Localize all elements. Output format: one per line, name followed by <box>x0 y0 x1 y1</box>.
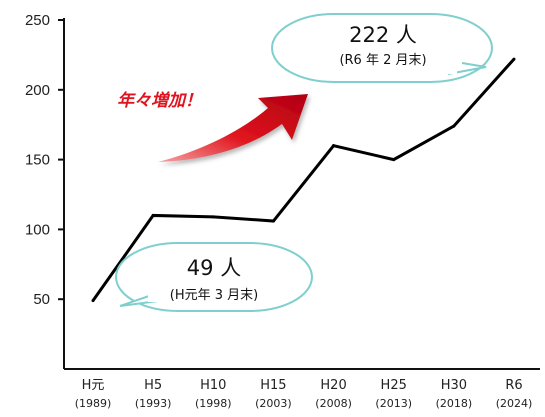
trend-label: 年々増加！ <box>117 91 202 111</box>
x-tick-year: (2013) <box>375 397 412 410</box>
series-line <box>91 58 516 302</box>
data-point <box>392 158 396 162</box>
callout-start: 49 人 (H元年 3 月末) <box>115 242 313 312</box>
x-tick-year: (1998) <box>195 397 232 410</box>
callout-end: 222 人 (R6 年 2 月末) <box>271 13 493 83</box>
callout-start-note: (H元年 3 月末) <box>170 288 258 303</box>
data-point <box>211 215 215 219</box>
x-tick-label: H10 <box>200 378 226 393</box>
y-tick-label: 250 <box>25 12 50 29</box>
data-point <box>452 124 456 128</box>
y-tick-label: 200 <box>25 82 50 99</box>
data-point <box>91 299 95 303</box>
x-tick-label: H25 <box>381 378 407 393</box>
callout-end-value: 222 人 <box>349 23 417 47</box>
x-tick-label: R6 <box>505 378 522 393</box>
data-point <box>151 213 155 217</box>
x-tick-year: (2018) <box>436 397 473 410</box>
x-tick-year: (2003) <box>255 397 292 410</box>
callout-end-note: (R6 年 2 月末) <box>339 53 426 68</box>
x-tick-label: H20 <box>320 378 346 393</box>
x-tick-label: H元 <box>82 378 105 393</box>
x-tick-label: H15 <box>260 378 286 393</box>
trend-arrow <box>158 94 308 162</box>
callout-start-value: 49 人 <box>187 256 241 280</box>
x-tick-year: (1993) <box>135 397 172 410</box>
x-tick-label: H5 <box>144 378 162 393</box>
x-tick-year: (2008) <box>315 397 352 410</box>
data-point <box>512 57 516 61</box>
y-tick-label: 50 <box>33 291 50 308</box>
x-tick-year: (2024) <box>496 397 533 410</box>
data-point <box>271 219 275 223</box>
y-tick-label: 150 <box>25 152 50 169</box>
y-tick-label: 100 <box>25 221 50 238</box>
x-tick-year: (1989) <box>75 397 112 410</box>
x-tick-label: H30 <box>441 378 467 393</box>
data-point <box>332 144 336 148</box>
